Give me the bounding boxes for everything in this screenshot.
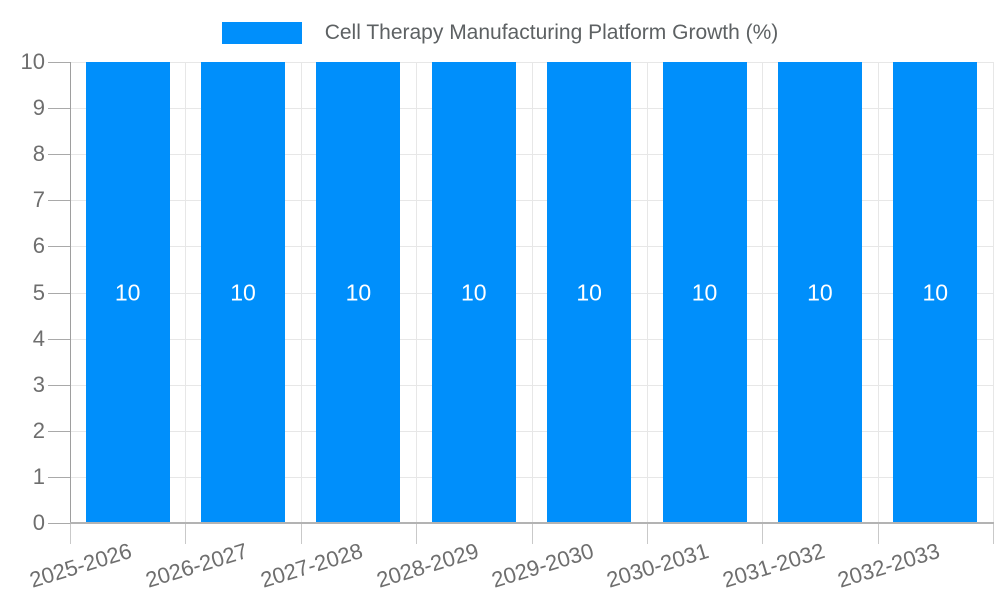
bar-value-label: 10	[345, 279, 372, 305]
x-tick	[300, 524, 302, 544]
x-gridline	[877, 62, 879, 523]
bar-value-label: 10	[576, 279, 602, 305]
bar-value-label: 10	[807, 279, 833, 305]
x-tick	[877, 524, 879, 544]
bar-value-label: 10	[230, 279, 256, 305]
bar-value-label: 10	[691, 279, 718, 305]
x-axis-tick-label: 2030-2031	[603, 538, 712, 593]
x-gridline	[185, 62, 187, 523]
x-axis-tick-label: 2026-2027	[142, 538, 251, 593]
y-axis-tick-label: 6	[32, 233, 45, 259]
x-tick	[993, 524, 994, 544]
y-axis-tick-label: 10	[20, 49, 45, 74]
x-tick	[70, 524, 71, 544]
y-axis-tick-label: 8	[32, 141, 45, 167]
x-axis-tick-label: 2028-2029	[373, 538, 482, 593]
x-tick	[185, 524, 187, 544]
legend-swatch-icon	[221, 22, 302, 44]
y-axis-tick-label: 3	[32, 371, 45, 397]
y-axis-tick-label: 0	[32, 510, 45, 535]
y-tick	[48, 246, 70, 248]
x-tick	[416, 524, 418, 544]
y-tick	[48, 108, 70, 110]
y-tick	[48, 154, 70, 156]
bar[interactable]: 10	[547, 62, 632, 523]
x-axis-tick-label: 2031-2032	[719, 538, 828, 593]
x-gridline	[993, 62, 994, 523]
x-gridline	[646, 62, 648, 523]
bar-value-label: 10	[922, 279, 949, 305]
bar[interactable]: 10	[893, 62, 978, 523]
x-axis-tick-label: 2029-2030	[488, 538, 597, 593]
x-axis-tick-label: 2025-2026	[27, 538, 135, 593]
y-tick	[48, 476, 70, 478]
x-tick	[646, 524, 648, 544]
y-tick	[48, 384, 70, 386]
x-gridline	[416, 62, 418, 523]
bar-value-label: 10	[461, 279, 487, 305]
y-tick	[48, 62, 70, 63]
y-tick	[48, 338, 70, 340]
bar-value-label: 10	[114, 279, 141, 305]
x-axis-tick-label: 2027-2028	[257, 538, 366, 593]
x-gridline	[762, 62, 764, 523]
x-tick	[531, 524, 533, 544]
x-tick	[762, 524, 764, 544]
bar[interactable]: 10	[316, 62, 401, 523]
bar[interactable]: 10	[85, 62, 170, 523]
y-tick	[48, 200, 70, 202]
bar[interactable]: 10	[201, 62, 286, 523]
y-axis-tick-label: 1	[32, 463, 45, 489]
x-axis-line	[70, 522, 994, 524]
x-axis-tick-label: 2032-2033	[834, 538, 943, 593]
y-axis-tick-label: 9	[32, 95, 45, 121]
y-axis-tick-label: 5	[32, 279, 45, 305]
x-gridline	[531, 62, 533, 523]
bar[interactable]: 10	[662, 62, 747, 523]
bar[interactable]: 10	[777, 62, 862, 523]
y-tick	[48, 523, 70, 524]
y-axis-tick-label: 7	[32, 187, 45, 213]
y-tick	[48, 430, 70, 432]
legend-label: Cell Therapy Manufacturing Platform Grow…	[324, 21, 779, 44]
plot-area: 10 10 10 10 10 10 10 10	[70, 62, 994, 523]
y-axis-tick-label: 4	[32, 325, 45, 351]
y-axis-tick-label: 2	[32, 417, 45, 443]
bar[interactable]: 10	[431, 62, 516, 523]
x-gridline	[300, 62, 302, 523]
legend[interactable]: Cell Therapy Manufacturing Platform Grow…	[0, 21, 1000, 45]
y-tick	[48, 292, 70, 294]
y-axis-line	[70, 62, 71, 523]
